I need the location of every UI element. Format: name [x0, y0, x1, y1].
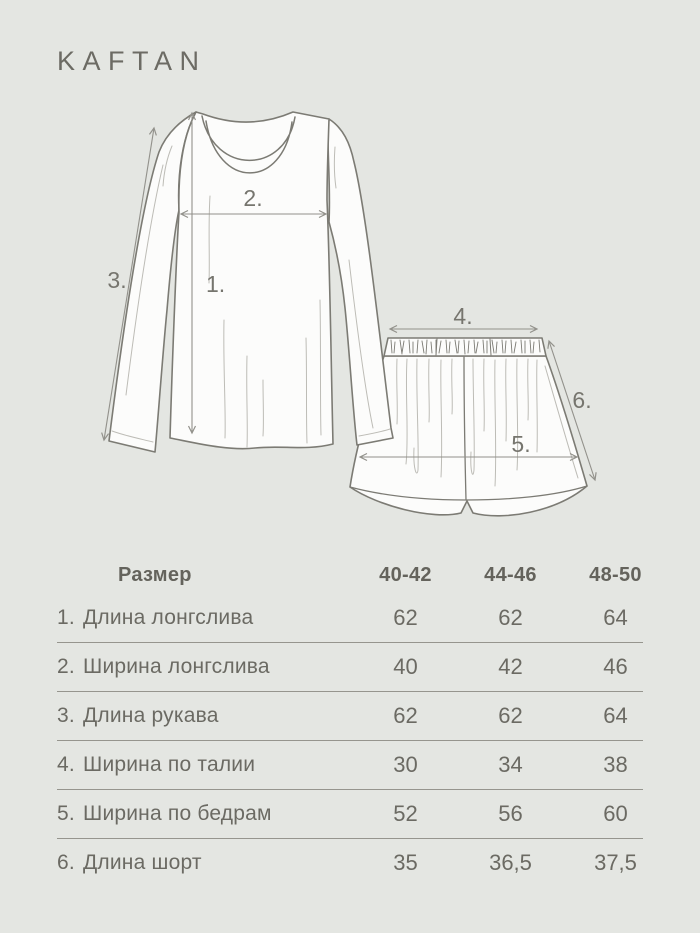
- row-value: 34: [498, 752, 523, 777]
- row-value: 38: [603, 752, 628, 777]
- table-row: 6. Длина шорт 35 36,5 37,5: [57, 839, 668, 887]
- shorts-drawing: [349, 337, 588, 517]
- table-divider: [57, 691, 643, 692]
- row-value: 30: [393, 752, 418, 777]
- row-value: 62: [498, 605, 523, 630]
- table-divider: [57, 789, 643, 790]
- row-value: 64: [603, 605, 628, 630]
- row-value: 40: [393, 654, 418, 679]
- row-label: 6. Длина шорт: [57, 851, 202, 874]
- row-value: 37,5: [594, 850, 637, 875]
- table-row: 3. Длина рукава 62 62 64: [57, 692, 668, 740]
- table-divider: [57, 642, 643, 643]
- table-row: 5. Ширина по бедрам 52 56 60: [57, 790, 668, 838]
- row-value: 62: [498, 703, 523, 728]
- right-sleeve: [327, 118, 394, 446]
- row-label: 2. Ширина лонгслива: [57, 655, 270, 678]
- longsleeve-drawing: [108, 111, 394, 453]
- row-value: 46: [603, 654, 628, 679]
- row-label: 4. Ширина по талии: [57, 753, 256, 776]
- table-header-label: Размер: [118, 564, 192, 586]
- dimension-lines: [101, 111, 597, 482]
- dimension-label-6: 6.: [572, 387, 591, 413]
- dimension-label-4: 4.: [453, 303, 472, 329]
- row-value: 62: [393, 703, 418, 728]
- row-value: 42: [498, 654, 523, 679]
- shirt-body: [169, 111, 334, 450]
- row-value: 56: [498, 801, 523, 826]
- dimension-label-5: 5.: [511, 431, 530, 457]
- row-value: 62: [393, 605, 418, 630]
- table-header-row: Размер 40-42 44-46 48-50: [57, 563, 668, 587]
- size-column-40-42: 40-42: [379, 564, 432, 586]
- row-label: 3. Длина рукава: [57, 704, 219, 727]
- size-table: Размер 40-42 44-46 48-50 1. Длина лонгсли…: [57, 563, 668, 887]
- row-value: 60: [603, 801, 628, 826]
- dim-line-3-sleeve-length: [101, 126, 157, 442]
- table-row: 1. Длина лонгслива 62 62 64: [57, 594, 668, 642]
- dim-line-6-shorts-length: [547, 339, 597, 482]
- brand-logo: KAFTAN: [57, 46, 207, 76]
- row-label: 5. Ширина по бедрам: [57, 802, 272, 825]
- waistband-crinkle-texture: [390, 339, 541, 355]
- row-value: 52: [393, 801, 418, 826]
- garment-diagram: 1. 2. 3. 4. 5. 6.: [101, 111, 597, 517]
- row-value: 36,5: [489, 850, 532, 875]
- collar: [201, 115, 296, 174]
- shorts-gather-folds: [396, 358, 579, 487]
- table-divider: [57, 740, 643, 741]
- row-value: 35: [393, 850, 418, 875]
- table-divider: [57, 838, 643, 839]
- dimension-label-3: 3.: [107, 267, 126, 293]
- dimension-label-1: 1.: [206, 271, 225, 297]
- size-column-44-46: 44-46: [484, 564, 537, 586]
- row-label: 1. Длина лонгслива: [57, 606, 254, 629]
- table-row: 2. Ширина лонгслива 40 42 46: [57, 643, 668, 691]
- dimension-label-2: 2.: [243, 185, 262, 211]
- row-value: 64: [603, 703, 628, 728]
- table-row: 4. Ширина по талии 30 34 38: [57, 741, 668, 789]
- size-column-48-50: 48-50: [589, 564, 642, 586]
